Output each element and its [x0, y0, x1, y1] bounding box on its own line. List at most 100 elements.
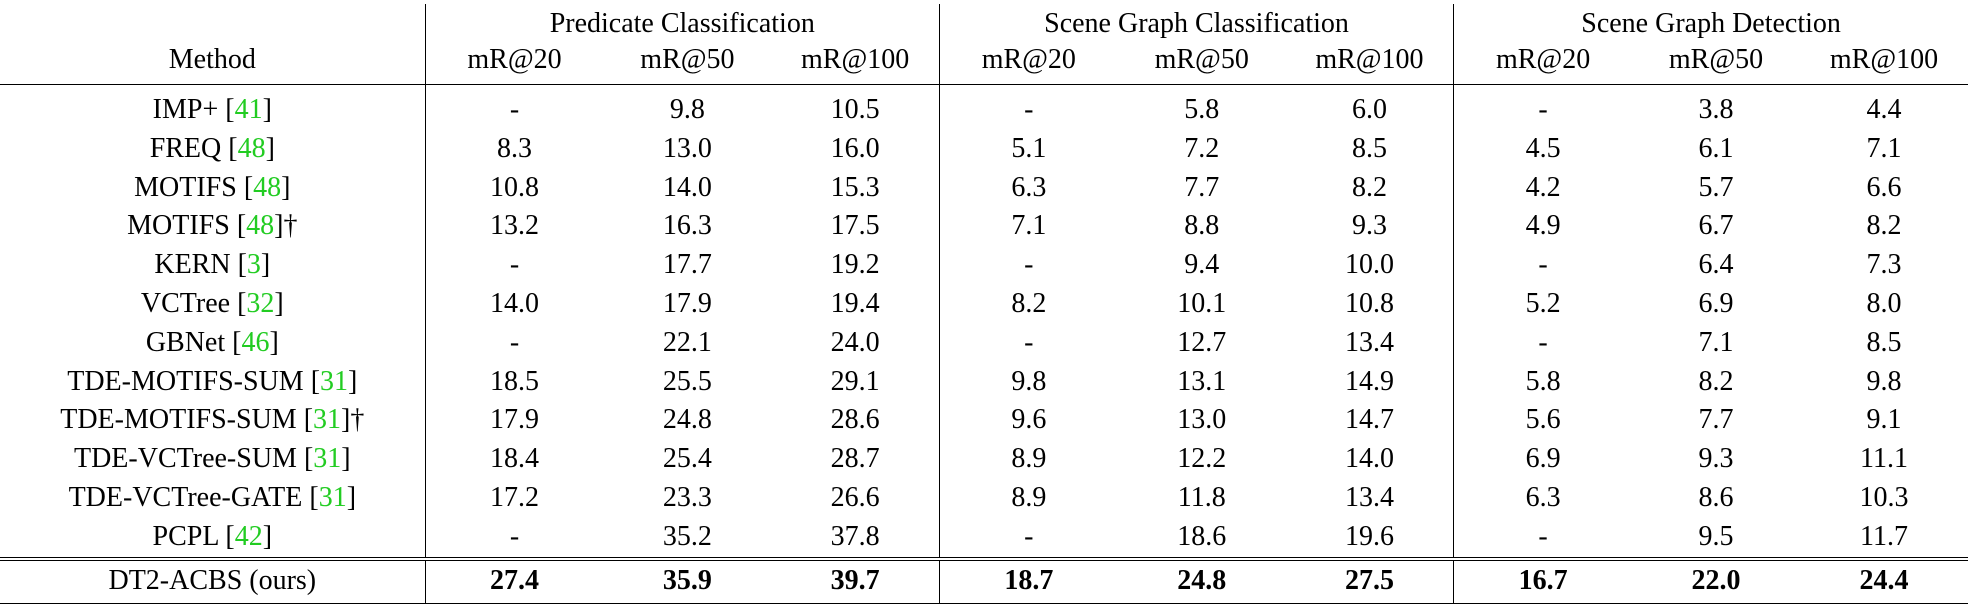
citation-link[interactable]: 46 [241, 326, 270, 358]
value-cell: - [1024, 94, 1034, 125]
citation-link[interactable]: 3 [246, 249, 261, 281]
citation-bracket-open: [ [218, 520, 235, 552]
citation-link[interactable]: 31 [318, 481, 347, 513]
metric-header: mR@100 [1799, 44, 1968, 85]
value-cell: 13.0 [1177, 404, 1227, 436]
metric-header: mR@20 [425, 44, 604, 85]
value-cell: 13.4 [1285, 323, 1455, 363]
method-name: VCTree [140, 287, 231, 319]
method-column-header: Method [0, 44, 426, 85]
value-cell: 5.8 [1525, 365, 1561, 397]
value-cell: 9.3 [1285, 207, 1455, 247]
value-cell: 28.7 [771, 440, 940, 479]
citation-link[interactable]: 42 [234, 520, 263, 552]
value-cell: 5.8 [1184, 94, 1220, 125]
ours-value-cell: 16.7 [1453, 556, 1632, 604]
header-metric-row: Method mR@20 mR@50 mR@100 mR@20 mR@50 mR@100 mR… [0, 44, 1968, 85]
value-cell: - [509, 520, 520, 552]
ours-value-cell: 18.7 [939, 556, 1118, 604]
citation-link[interactable]: 32 [246, 287, 275, 319]
value-cell: 4.4 [1866, 94, 1902, 125]
citation-link[interactable]: 31 [320, 365, 349, 397]
method-name: FREQ [149, 132, 222, 164]
citation-bracket-close: ] [341, 404, 351, 436]
table-row: TDE-VCTree-GATE [31] 17.2 23.3 26.6 8.9 11.8 1… [0, 478, 1968, 518]
value-cell: 10.0 [1285, 246, 1455, 285]
value-cell: 18.4 [490, 443, 540, 475]
value-cell: 26.6 [771, 478, 940, 518]
value-cell: - [1538, 520, 1548, 552]
value-cell: 14.0 [662, 171, 712, 203]
value-cell: 8.2 [1866, 210, 1902, 242]
citation-link[interactable]: 48 [237, 132, 266, 164]
value-cell: 22.1 [662, 326, 712, 358]
method-cell: PCPL [42] [0, 517, 426, 559]
citation-bracket-close: ] [262, 520, 273, 552]
value-cell: 12.2 [1177, 443, 1227, 475]
metric-header: mR@20 [1453, 44, 1632, 85]
citation-link[interactable]: 41 [234, 94, 263, 125]
value-cell: 23.3 [662, 481, 712, 513]
citation-bracket-close: ] [274, 287, 284, 319]
value-cell: 5.1 [1011, 132, 1047, 164]
value-cell: 8.9 [1011, 481, 1047, 513]
citation-bracket-open: [ [236, 171, 254, 203]
table-row: FREQ [48] 8.3 13.0 16.0 5.1 7.2 8.5 4.5 6.1 7.1 [0, 129, 1968, 169]
value-cell: 13.0 [662, 132, 712, 164]
value-cell: 16.3 [662, 210, 712, 242]
value-cell: 7.3 [1866, 249, 1902, 281]
method-cell: FREQ [48] [0, 129, 426, 169]
table-row: GBNet [46] - 22.1 24.0 - 12.7 13.4 - 7.1 8.5 [0, 323, 1968, 363]
value-cell: 7.1 [1011, 210, 1047, 242]
value-cell: 8.8 [1184, 210, 1220, 242]
value-cell: 10.5 [771, 84, 940, 130]
group-header-sgcls: Scene Graph Classification [939, 4, 1455, 44]
citation-bracket-open: [ [229, 210, 247, 242]
ours-value-cell: 24.8 [1117, 556, 1286, 604]
value-cell: 17.5 [771, 207, 940, 247]
value-cell: 9.8 [669, 94, 705, 125]
citation-bracket-close: ] [281, 171, 291, 203]
value-cell: 17.9 [490, 404, 540, 436]
citation-bracket-open: [ [218, 94, 235, 125]
method-cell: TDE-VCTree-SUM [31] [0, 440, 426, 479]
method-cell: GBNet [46] [0, 323, 426, 363]
group-header-sgdet: Scene Graph Detection [1581, 8, 1841, 39]
value-cell: 6.3 [1525, 481, 1561, 513]
ours-value-cell: 35.9 [603, 556, 772, 604]
value-cell: 13.2 [490, 210, 540, 242]
value-cell: - [509, 249, 520, 281]
citation-bracket-close: ] [260, 249, 271, 281]
method-cell: VCTree [32] [0, 284, 426, 324]
method-cell: TDE-MOTIFS-SUM [31]† [0, 401, 426, 441]
value-cell: 10.3 [1859, 481, 1909, 513]
citation-link[interactable]: 31 [313, 443, 342, 475]
value-cell: 8.2 [1285, 168, 1455, 208]
method-name: MOTIFS [127, 210, 230, 242]
citation-link[interactable]: 31 [313, 404, 342, 436]
citation-bracket-close: ] [265, 132, 275, 164]
value-cell: 7.7 [1698, 404, 1734, 436]
value-cell: 4.9 [1525, 210, 1561, 242]
value-cell: 17.9 [662, 287, 712, 319]
value-cell: 37.8 [771, 517, 940, 559]
value-cell: 9.3 [1698, 443, 1734, 475]
ours-value-cell: 24.4 [1799, 556, 1968, 604]
method-cell: TDE-MOTIFS-SUM [31] [0, 362, 426, 402]
value-cell: 9.4 [1184, 249, 1220, 281]
method-name: MOTIFS [134, 171, 237, 203]
value-cell: 11.8 [1177, 481, 1226, 513]
citation-link[interactable]: 48 [246, 210, 275, 242]
citation-bracket-open: [ [230, 287, 247, 319]
citation-link[interactable]: 48 [253, 171, 282, 203]
ours-value-cell: 22.0 [1632, 556, 1800, 604]
value-cell: - [1024, 326, 1034, 358]
value-cell: 6.9 [1525, 443, 1561, 475]
citation-bracket-open: [ [302, 481, 319, 513]
citation-bracket-close: ] [348, 365, 358, 397]
value-cell: 24.8 [662, 404, 712, 436]
value-cell: - [1538, 326, 1548, 358]
ours-value-cell: 39.7 [771, 556, 940, 604]
value-cell: 14.0 [490, 287, 540, 319]
value-cell: 14.7 [1285, 401, 1455, 441]
